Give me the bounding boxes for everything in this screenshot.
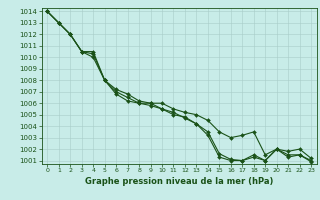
X-axis label: Graphe pression niveau de la mer (hPa): Graphe pression niveau de la mer (hPa) [85,177,273,186]
